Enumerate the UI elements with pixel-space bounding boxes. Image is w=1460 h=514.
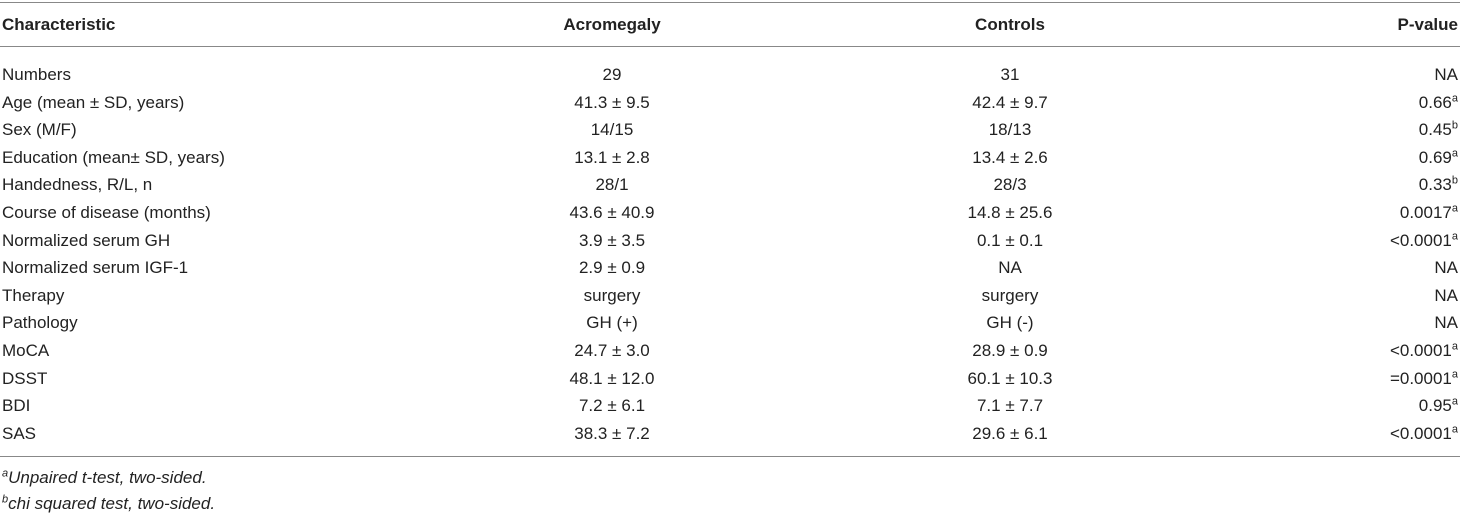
row-label: Age (mean ± SD, years)	[2, 92, 185, 112]
data-cell: 41.3 ± 9.5	[574, 92, 650, 112]
p-value-cell: NA	[1434, 65, 1458, 85]
data-cell: surgery	[981, 285, 1039, 305]
data-cell: 28/3	[993, 175, 1027, 195]
data-cell: 29.6 ± 6.1	[972, 423, 1048, 443]
header-cell: P-value	[1397, 15, 1458, 34]
p-value-cell: =0.0001a	[1389, 367, 1458, 389]
data-cell: NA	[998, 258, 1022, 278]
footnote-mark: a	[1451, 229, 1458, 242]
row-label: Normalized serum GH	[2, 230, 171, 250]
p-value-cell: <0.0001a	[1389, 229, 1458, 251]
p-value-cell: <0.0001a	[1390, 424, 1458, 444]
row-label: Sex (M/F)	[2, 120, 77, 140]
data-cell: 18/13	[988, 120, 1032, 140]
footnote-mark: b	[2, 493, 9, 506]
p-value-cell: 0.0017a	[1400, 203, 1458, 223]
p-value: NA	[1434, 313, 1458, 333]
p-value: 0.69	[1418, 147, 1452, 167]
footnote-text: chi squared test, two-sided.	[8, 494, 216, 513]
row-label: SAS	[2, 423, 37, 443]
data-cell: 2.9 ± 0.9	[578, 258, 646, 278]
data-cell: 7.1 ± 7.7	[976, 396, 1044, 416]
p-value: NA	[1434, 285, 1458, 305]
p-value-cell: 0.69a	[1419, 148, 1458, 168]
row-label: BDI	[2, 396, 31, 416]
row-label: Normalized serum IGF-1	[2, 258, 189, 278]
row-label: Therapy	[2, 285, 65, 305]
p-value-cell: 0.33b	[1419, 175, 1458, 195]
data-cell: 28.9 ± 0.9	[972, 341, 1048, 360]
footnote-mark: b	[1451, 174, 1458, 187]
header-rule	[0, 46, 1460, 47]
data-cell: surgery	[583, 285, 641, 305]
p-value: <0.0001	[1389, 230, 1452, 250]
data-cell: 7.2 ± 6.1	[578, 396, 646, 416]
data-cell: 38.3 ± 7.2	[574, 423, 650, 443]
footnote-mark: a	[1451, 340, 1458, 353]
data-cell: 43.6 ± 40.9	[569, 203, 655, 222]
data-cell: 13.1 ± 2.8	[574, 147, 650, 167]
row-label: Course of disease (months)	[2, 203, 211, 222]
p-value: 0.95	[1418, 396, 1452, 416]
header-cell: Characteristic	[2, 15, 116, 34]
p-value-cell: NA	[1434, 258, 1458, 278]
data-cell: GH (+)	[586, 313, 638, 333]
footnote-mark: b	[1451, 119, 1458, 132]
data-cell: 29	[602, 65, 622, 84]
data-cell: 42.4 ± 9.7	[972, 92, 1048, 112]
top-rule	[0, 2, 1460, 3]
row-label: MoCA	[2, 341, 50, 360]
p-value-cell: 0.95a	[1419, 396, 1458, 416]
footnote-mark: a	[1451, 423, 1458, 436]
p-value: 0.66	[1418, 92, 1452, 112]
row-label: DSST	[2, 368, 48, 388]
p-value: <0.0001	[1389, 341, 1452, 360]
footnote-mark: a	[1451, 395, 1458, 408]
footnote-mark: a	[1451, 91, 1458, 104]
p-value-cell: NA	[1434, 313, 1458, 333]
p-value-cell: 0.45b	[1419, 120, 1458, 140]
data-cell: 13.4 ± 2.6	[972, 147, 1048, 167]
row-label: Pathology	[2, 313, 78, 333]
data-cell: 31	[1000, 65, 1020, 84]
footnote: aUnpaired t-test, two-sided.	[2, 468, 207, 488]
data-cell: 48.1 ± 12.0	[569, 368, 655, 388]
row-label: Education (mean± SD, years)	[2, 147, 225, 167]
data-cell: 60.1 ± 10.3	[967, 368, 1053, 388]
p-value: 0.0017	[1399, 203, 1452, 222]
footnote-text: Unpaired t-test, two-sided.	[8, 468, 207, 487]
footnote-mark: a	[1451, 147, 1458, 160]
header-cell: Controls	[975, 15, 1045, 34]
bottom-rule	[0, 456, 1460, 457]
footnote-mark: a	[1451, 202, 1458, 215]
header-cell: Acromegaly	[563, 15, 661, 34]
data-cell: 14.8 ± 25.6	[967, 203, 1053, 222]
p-value-cell: <0.0001a	[1390, 341, 1458, 361]
data-cell: GH (-)	[986, 313, 1034, 333]
data-cell: 24.7 ± 3.0	[574, 341, 650, 360]
p-value-cell: 0.66a	[1418, 91, 1458, 113]
data-cell: 28/1	[595, 175, 629, 195]
p-value-cell: NA	[1434, 286, 1458, 306]
p-value: 0.33	[1418, 175, 1452, 195]
row-label: Numbers	[2, 65, 71, 84]
footnote: bchi squared test, two-sided.	[2, 494, 215, 514]
row-label: Handedness, R/L, n	[2, 175, 153, 195]
footnote-mark: a	[2, 467, 9, 480]
p-value: NA	[1434, 65, 1458, 84]
data-cell: 14/15	[590, 120, 634, 140]
data-cell: 0.1 ± 0.1	[976, 230, 1044, 250]
p-value: <0.0001	[1389, 423, 1452, 443]
p-value: 0.45	[1418, 120, 1452, 140]
data-cell: 3.9 ± 3.5	[578, 230, 646, 250]
p-value: NA	[1434, 258, 1458, 278]
footnote-mark: a	[1451, 367, 1458, 380]
p-value: =0.0001	[1389, 368, 1452, 388]
